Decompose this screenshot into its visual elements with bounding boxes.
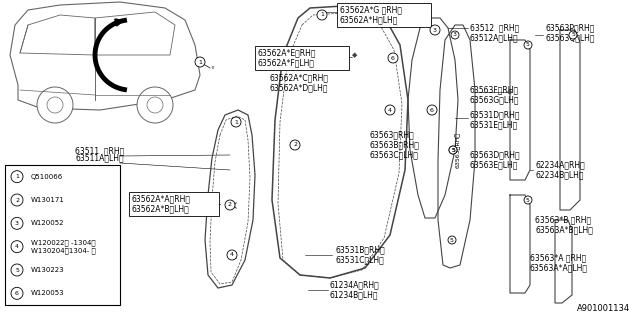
Text: 3: 3: [433, 28, 437, 33]
Circle shape: [290, 140, 300, 150]
Text: 63562A*G 〈RH〉: 63562A*G 〈RH〉: [340, 5, 402, 14]
Text: 1: 1: [234, 119, 238, 124]
Text: 63563*B 〈RH〉: 63563*B 〈RH〉: [535, 215, 591, 225]
Text: 1: 1: [320, 12, 324, 18]
Text: ◆: ◆: [508, 89, 513, 95]
Text: 4: 4: [15, 244, 19, 249]
Text: 63531C〈LH〉: 63531C〈LH〉: [335, 255, 384, 265]
Circle shape: [11, 217, 23, 229]
Text: 2: 2: [293, 142, 297, 148]
Text: ⚬: ⚬: [209, 65, 215, 71]
FancyBboxPatch shape: [337, 3, 431, 27]
Text: 5: 5: [451, 148, 455, 153]
Circle shape: [37, 87, 73, 123]
Text: 63562A*D〈LH〉: 63562A*D〈LH〉: [270, 84, 328, 92]
Circle shape: [569, 31, 577, 39]
Text: Q510066: Q510066: [31, 174, 63, 180]
Circle shape: [317, 10, 327, 20]
Text: 63562A*C〈RH〉: 63562A*C〈RH〉: [270, 74, 329, 83]
Text: 63563G〈LH〉: 63563G〈LH〉: [470, 95, 520, 105]
Text: W120052: W120052: [31, 220, 65, 226]
Text: W130223: W130223: [31, 267, 65, 273]
Text: 63512A〈LH〉: 63512A〈LH〉: [470, 34, 518, 43]
Text: W130171: W130171: [31, 197, 65, 203]
FancyBboxPatch shape: [129, 192, 219, 216]
Text: 63562A*F〈LH〉: 63562A*F〈LH〉: [258, 59, 315, 68]
Circle shape: [11, 264, 23, 276]
Text: 63563A*A〈LH〉: 63563A*A〈LH〉: [530, 263, 588, 273]
Circle shape: [11, 194, 23, 206]
Circle shape: [231, 117, 241, 127]
Text: 61234A〈RH〉: 61234A〈RH〉: [330, 281, 380, 290]
Text: 63531B〈RH〉: 63531B〈RH〉: [335, 245, 385, 254]
FancyBboxPatch shape: [5, 165, 120, 305]
Text: 63563C〈LH〉: 63563C〈LH〉: [370, 150, 419, 159]
Circle shape: [430, 25, 440, 35]
Text: 5: 5: [450, 237, 454, 243]
Text: 63562A*H〈LH〉: 63562A*H〈LH〉: [340, 15, 398, 25]
Text: 5: 5: [571, 33, 575, 37]
Text: 1: 1: [198, 60, 202, 65]
Circle shape: [225, 200, 235, 210]
Text: 63562A*B〈LH〉: 63562A*B〈LH〉: [132, 204, 189, 213]
Text: 2: 2: [228, 203, 232, 207]
Text: 63562A*E〈RH〉: 63562A*E〈RH〉: [258, 49, 317, 58]
Text: 6: 6: [430, 108, 434, 113]
Circle shape: [449, 146, 457, 154]
Text: 63563F〈RH〉: 63563F〈RH〉: [470, 85, 519, 94]
Text: 61234B〈LH〉: 61234B〈LH〉: [330, 291, 378, 300]
Circle shape: [449, 146, 457, 154]
Text: A901001134: A901001134: [577, 304, 630, 313]
Text: 5: 5: [526, 197, 530, 203]
Circle shape: [137, 87, 173, 123]
Text: 5: 5: [451, 148, 455, 153]
Text: 63563P〈RH〉: 63563P〈RH〉: [545, 23, 595, 33]
Text: 5: 5: [15, 268, 19, 273]
Circle shape: [388, 53, 398, 63]
Text: 3: 3: [453, 33, 457, 37]
Circle shape: [427, 105, 437, 115]
Text: 63531D〈RH〉: 63531D〈RH〉: [470, 110, 520, 119]
Text: 63511  〈RH〉: 63511 〈RH〉: [75, 146, 124, 155]
Circle shape: [524, 196, 532, 204]
Circle shape: [385, 105, 395, 115]
Text: 63512  〈RH〉: 63512 〈RH〉: [470, 23, 519, 33]
Circle shape: [227, 250, 237, 260]
FancyBboxPatch shape: [255, 46, 349, 70]
Text: 63563〈RH〉: 63563〈RH〉: [370, 131, 415, 140]
Text: 5: 5: [526, 43, 530, 47]
Text: 62234B〈LH〉: 62234B〈LH〉: [535, 171, 584, 180]
Text: ◆: ◆: [352, 52, 358, 58]
Text: 63563Q〈LH〉: 63563Q〈LH〉: [545, 34, 595, 43]
Text: W120053: W120053: [31, 290, 65, 296]
Text: 63511A〈LH〉: 63511A〈LH〉: [75, 153, 124, 162]
Text: 63563B〈RH〉: 63563B〈RH〉: [370, 140, 420, 149]
Text: 3: 3: [15, 221, 19, 226]
Circle shape: [448, 236, 456, 244]
Text: 4: 4: [388, 108, 392, 113]
Text: 62234A〈RH〉: 62234A〈RH〉: [535, 161, 585, 170]
Text: 63563〈RH〉: 63563〈RH〉: [455, 132, 461, 168]
Text: 63562A*A〈RH〉: 63562A*A〈RH〉: [132, 195, 191, 204]
Circle shape: [195, 57, 205, 67]
Text: 63563E〈LH〉: 63563E〈LH〉: [470, 161, 518, 170]
Circle shape: [11, 287, 23, 299]
Circle shape: [451, 31, 459, 39]
Circle shape: [11, 171, 23, 183]
Text: 63563*A 〈RH〉: 63563*A 〈RH〉: [530, 253, 586, 262]
Text: 2: 2: [15, 197, 19, 203]
Circle shape: [11, 241, 23, 253]
Text: 1: 1: [15, 174, 19, 179]
Text: 63563A*B〈LH〉: 63563A*B〈LH〉: [535, 226, 593, 235]
Text: W120022〈 -1304〉
W130204〈1304- 〉: W120022〈 -1304〉 W130204〈1304- 〉: [31, 240, 96, 254]
Text: 4: 4: [230, 252, 234, 258]
Text: 63531E〈LH〉: 63531E〈LH〉: [470, 121, 518, 130]
Circle shape: [524, 41, 532, 49]
Text: 63563D〈RH〉: 63563D〈RH〉: [470, 150, 520, 159]
Text: 6: 6: [391, 55, 395, 60]
Text: 6: 6: [15, 291, 19, 296]
Text: ◆: ◆: [323, 10, 328, 16]
